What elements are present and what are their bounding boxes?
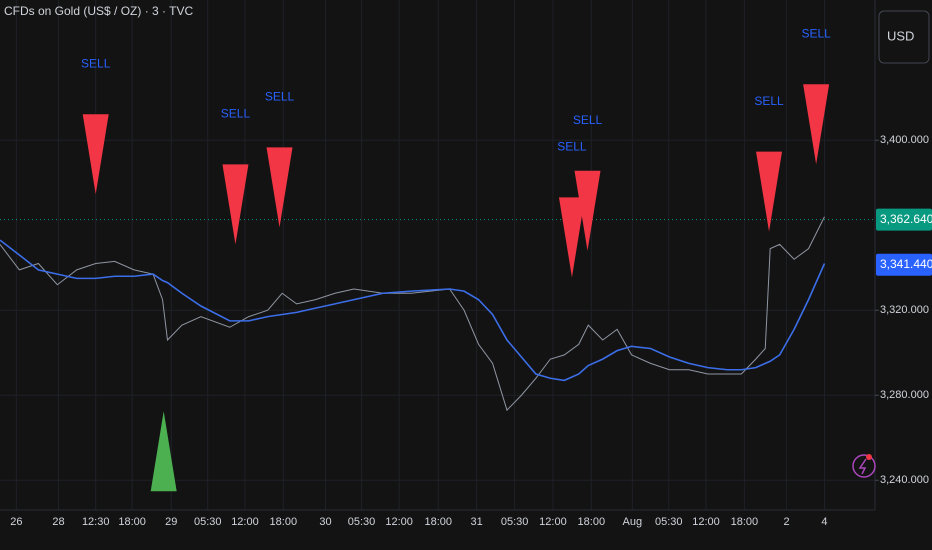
alert-icon-bolt [858,458,867,475]
x-tick-label: 05:30 [348,516,376,528]
x-tick-label: 12:30 [82,516,110,528]
price-label: 3,341.440 [880,257,932,271]
buy-marker [150,411,177,492]
x-tick-label: 29 [165,516,177,528]
series-line [0,216,825,412]
sell-marker [574,170,601,251]
sell-label: SELL [81,56,111,70]
sell-marker [803,84,830,165]
price-label: 3,362.640 [880,212,932,226]
x-tick-label: 12:00 [539,516,567,528]
sell-label: SELL [801,26,831,40]
y-tick-label: 3,320.000 [880,304,929,316]
x-tick-label: 18:00 [118,516,146,528]
x-tick-label: 18:00 [270,516,298,528]
x-tick-label: 30 [319,516,331,528]
x-tick-label: Aug [623,516,643,528]
series-line [0,239,826,382]
sell-marker [756,151,783,232]
x-tick-label: 28 [52,516,64,528]
x-tick-label: 18:00 [424,516,452,528]
sell-label: SELL [573,113,603,127]
sell-marker [82,114,109,195]
alert-badge [866,454,872,460]
sell-label: SELL [754,94,784,108]
y-tick-label: 3,240.000 [880,474,929,486]
x-tick-label: 12:00 [385,516,413,528]
x-tick-label: 4 [821,516,827,528]
sell-marker [558,197,585,278]
alert-icon[interactable] [852,454,876,478]
x-tick-label: 31 [470,516,482,528]
x-tick-label: 05:30 [655,516,683,528]
x-tick-label: 12:00 [692,516,720,528]
sell-marker [266,147,293,228]
sell-label: SELL [221,107,251,121]
sell-label: SELL [557,139,587,153]
sell-marker [222,164,249,245]
sell-label: SELL [265,90,295,104]
x-tick-label: 05:30 [501,516,529,528]
price-label-box [876,208,932,231]
currency-label[interactable]: USD [887,28,914,43]
chart-title: CFDs on Gold (US$ / OZ) · 3 · TVC [4,4,193,18]
x-tick-label: 12:00 [231,516,259,528]
x-tick-label: 18:00 [578,516,606,528]
x-tick-label: 05:30 [194,516,222,528]
y-tick-label: 3,400.000 [880,134,929,146]
price-label-box [876,253,932,276]
x-tick-label: 18:00 [731,516,759,528]
currency-button[interactable] [878,10,930,64]
y-tick-label: 3,280.000 [880,389,929,401]
x-tick-label: 26 [10,516,22,528]
x-tick-label: 2 [783,516,789,528]
